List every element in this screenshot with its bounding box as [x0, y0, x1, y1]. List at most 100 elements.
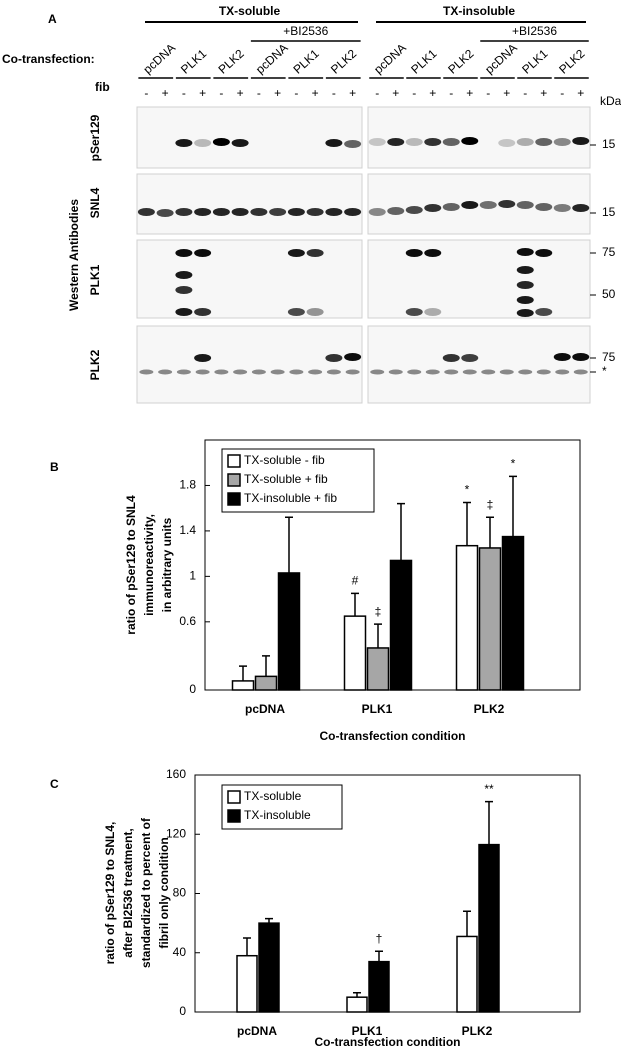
blot-band: [325, 354, 343, 362]
significance-marker: **: [484, 782, 494, 796]
y-axis-label: fibril only condition: [157, 837, 171, 948]
blot-band: [175, 308, 193, 316]
error-bar: [463, 910, 471, 937]
blot-band: [251, 369, 266, 375]
y-tick-label: 80: [173, 886, 187, 900]
fib-sign: -: [560, 86, 564, 100]
blot-band: [212, 208, 230, 216]
blot-panel: [136, 325, 363, 404]
error-bar: [265, 917, 273, 924]
blot-band: [572, 137, 590, 145]
significance-marker: ‡: [487, 497, 494, 511]
blot-band: [535, 203, 553, 211]
fib-sign: +: [429, 86, 436, 100]
y-axis-label: in arbitrary units: [160, 517, 174, 612]
fib-sign: -: [182, 86, 186, 100]
bar: [368, 960, 390, 1013]
blot-band: [158, 369, 173, 375]
blot-band: [516, 266, 534, 274]
legend-swatch: [227, 790, 241, 804]
blot-band: [306, 308, 324, 316]
legend-label: TX-soluble: [244, 789, 302, 803]
blot-band: [250, 208, 268, 216]
blot-band: [424, 249, 442, 257]
blot-band: [462, 369, 477, 375]
blot-band: [536, 369, 551, 375]
antibody-axis: Western Antibodies: [67, 199, 81, 311]
bar: [456, 935, 478, 1013]
blot-band: [231, 208, 249, 216]
blot-band: [306, 249, 324, 257]
blot-band: [535, 249, 553, 257]
blot-band: [194, 308, 212, 316]
blot-band: [387, 138, 405, 146]
significance-marker: ‡: [375, 604, 382, 618]
error-bar: [374, 623, 382, 648]
blot-band: [231, 139, 249, 147]
blot-band: [194, 249, 212, 257]
significance-marker: #: [352, 574, 359, 588]
marker-label: 50: [602, 287, 616, 301]
blot-band: [442, 354, 460, 362]
fib-sign: -: [375, 86, 379, 100]
x-tick-label: PLK2: [474, 702, 505, 716]
blot-band: [326, 369, 341, 375]
blot-band: [572, 353, 590, 361]
error-bar: [375, 950, 383, 962]
antibody-label: pSer129: [88, 114, 102, 161]
marker-label: 15: [602, 205, 616, 219]
marker-label: 15: [602, 137, 616, 151]
legend-label: TX-soluble - fib: [244, 453, 325, 467]
legend-box: [221, 784, 343, 830]
panel-label: C: [50, 777, 59, 791]
bar: [231, 680, 255, 691]
blot-panel: [367, 106, 591, 169]
y-tick-label: 1: [189, 569, 196, 583]
cotransfection-label: Co-transfection:: [2, 52, 95, 66]
blot-band: [405, 138, 423, 146]
fib-sign: -: [144, 86, 148, 100]
blot-band: [368, 138, 386, 146]
blot-band: [424, 204, 442, 212]
blot-band: [518, 369, 533, 375]
marker-label: *: [602, 364, 607, 378]
blot-panel: [136, 106, 363, 169]
fib-sign: +: [237, 86, 244, 100]
legend-swatch: [227, 454, 241, 468]
y-tick-label: 160: [166, 767, 186, 781]
blot-band: [498, 200, 516, 208]
significance-marker: *: [465, 483, 470, 497]
legend-label: TX-soluble + fib: [244, 472, 328, 486]
fib-sign: +: [274, 86, 281, 100]
marker-label: 75: [602, 350, 616, 364]
blot-band: [287, 249, 305, 257]
blot-band: [516, 201, 534, 209]
blot-band: [370, 369, 385, 375]
fib-sign: +: [503, 86, 510, 100]
blot-band: [481, 369, 496, 375]
blot-band: [516, 138, 534, 146]
error-bar: [239, 665, 247, 681]
blot-panel: [367, 325, 591, 404]
x-tick-label: pcDNA: [237, 1024, 277, 1038]
bar: [455, 544, 479, 691]
panel-label: A: [48, 12, 57, 26]
x-tick-label: PLK1: [352, 1024, 383, 1038]
blot-band: [516, 296, 534, 304]
blot-band: [344, 140, 362, 148]
y-axis-label: standardized to percent of: [139, 817, 153, 968]
blot-band: [444, 369, 459, 375]
blot-band: [175, 271, 193, 279]
blot-band: [175, 139, 193, 147]
error-bar: [243, 937, 251, 956]
x-tick-label: PLK1: [362, 702, 393, 716]
bar: [277, 572, 301, 691]
blot-band: [461, 137, 479, 145]
bar: [254, 675, 278, 691]
error-bar: [262, 655, 270, 677]
y-tick-label: 1.4: [179, 523, 196, 537]
error-bar: [485, 800, 493, 845]
y-axis-label: ratio of pSer129 to SNL4: [124, 495, 138, 635]
blot-band: [442, 138, 460, 146]
